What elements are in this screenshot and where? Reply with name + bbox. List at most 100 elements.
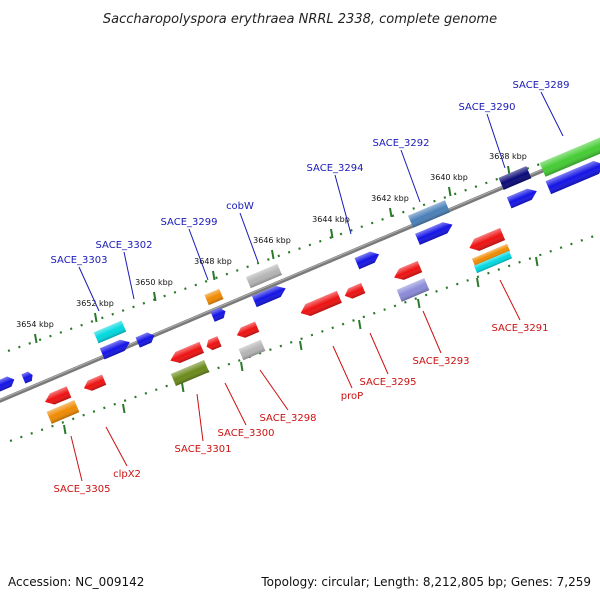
gene-feature[interactable] xyxy=(396,278,430,302)
label-leader-line xyxy=(422,310,442,354)
gene-feature[interactable] xyxy=(238,339,266,361)
upper-tick-mark xyxy=(330,228,334,239)
gene-feature[interactable] xyxy=(170,360,210,386)
map-title: Saccharopolyspora erythraea NRRL 2338, c… xyxy=(103,12,497,27)
gene-label: SACE_3298 xyxy=(260,413,317,424)
gene-feature[interactable] xyxy=(168,341,204,366)
gene-label: SACE_3290 xyxy=(459,102,516,113)
gene-feature[interactable] xyxy=(0,374,16,392)
label-leader-line xyxy=(105,426,128,467)
gene-feature[interactable] xyxy=(204,336,222,352)
upper-tick-mark xyxy=(448,186,452,197)
label-leader-line xyxy=(486,113,506,169)
label-leader-line xyxy=(196,393,204,442)
gene-feature[interactable] xyxy=(298,290,342,319)
lower-tick-mark xyxy=(240,361,244,372)
gene-label: SACE_3302 xyxy=(96,240,153,251)
gene-feature[interactable] xyxy=(471,243,511,267)
tick-label: 3644 kbp xyxy=(312,215,350,224)
gene-label: SACE_3293 xyxy=(413,356,470,367)
gene-label: proP xyxy=(341,391,363,402)
gene-label: clpX2 xyxy=(113,469,141,480)
gene-feature[interactable] xyxy=(21,370,34,384)
tick-label: 3650 kbp xyxy=(135,278,173,287)
gene-feature[interactable] xyxy=(506,186,539,209)
gene-label: SACE_3299 xyxy=(161,217,218,228)
gene-feature[interactable] xyxy=(210,306,227,322)
gene-label: SACE_3305 xyxy=(54,484,111,495)
gene-label: SACE_3301 xyxy=(175,444,232,455)
gene-feature[interactable] xyxy=(392,261,423,283)
tick-label: 3642 kbp xyxy=(371,194,409,203)
label-leader-line xyxy=(400,149,421,203)
tick-label: 3638 kbp xyxy=(489,152,527,161)
label-leader-line xyxy=(259,369,289,411)
label-leader-line xyxy=(78,266,100,312)
gene-label: cobW xyxy=(226,201,254,212)
tick-label: 3654 kbp xyxy=(16,320,54,329)
lower-tick-mark xyxy=(181,382,185,393)
gene-label: SACE_3292 xyxy=(373,138,430,149)
label-leader-line xyxy=(123,251,135,300)
gene-label: SACE_3295 xyxy=(360,377,417,388)
gene-feature[interactable] xyxy=(415,219,455,245)
gene-feature[interactable] xyxy=(354,249,382,270)
label-leader-line xyxy=(70,435,83,482)
upper-tick-mark xyxy=(34,333,38,344)
lower-tick-mark xyxy=(476,277,480,288)
lower-tick-mark xyxy=(63,424,67,435)
gene-feature[interactable] xyxy=(539,137,600,177)
lower-tick-mark xyxy=(535,256,539,267)
gene-feature[interactable] xyxy=(473,250,513,274)
gene-label: SACE_3303 xyxy=(51,255,108,266)
gene-feature[interactable] xyxy=(252,283,288,308)
gene-feature[interactable] xyxy=(99,337,132,360)
gene-feature[interactable] xyxy=(135,330,157,348)
gene-feature[interactable] xyxy=(93,320,127,344)
accession-text: Accession: NC_009142 xyxy=(8,575,144,589)
gene-label: SACE_3300 xyxy=(218,428,275,439)
label-leader-line xyxy=(369,332,389,375)
gene-feature[interactable] xyxy=(235,321,260,341)
upper-tick-mark xyxy=(153,291,157,302)
tick-label: 3646 kbp xyxy=(253,236,291,245)
tick-label: 3652 kbp xyxy=(76,299,114,308)
label-leader-lines xyxy=(70,91,564,482)
upper-tick-mark xyxy=(212,270,216,281)
label-leader-line xyxy=(499,279,521,321)
lower-tick-mark xyxy=(417,298,421,309)
gene-feature[interactable] xyxy=(204,288,224,306)
label-leader-line xyxy=(188,228,209,281)
topology-text: Topology: circular; Length: 8,212,805 bp… xyxy=(260,575,591,589)
gene-labels: SACE_3303 SACE_3302 SACE_3299 cobW SACE_3294… xyxy=(51,80,570,495)
lower-tick-mark xyxy=(358,319,362,330)
label-leader-line xyxy=(332,345,353,389)
gene-label: SACE_3291 xyxy=(492,323,549,334)
tick-marks: 3654 kbp 3652 kbp 3650 kbp 3648 kbp 3646 kbp… xyxy=(16,152,539,435)
gene-feature[interactable] xyxy=(82,374,107,394)
gene-feature[interactable] xyxy=(246,263,282,289)
lower-tick-mark xyxy=(299,340,303,351)
gene-feature[interactable] xyxy=(467,228,506,254)
gene-label: SACE_3289 xyxy=(513,80,570,91)
lower-tick-mark xyxy=(122,403,126,414)
gene-features xyxy=(0,137,600,424)
upper-tick-mark xyxy=(271,249,275,260)
label-leader-line xyxy=(334,174,352,235)
label-leader-line xyxy=(239,212,259,263)
gene-feature[interactable] xyxy=(498,166,532,190)
gene-label: SACE_3294 xyxy=(307,163,364,174)
gene-feature[interactable] xyxy=(343,283,366,301)
gene-feature[interactable] xyxy=(408,200,450,228)
upper-tick-mark xyxy=(94,312,98,323)
tick-label: 3648 kbp xyxy=(194,257,232,266)
tick-label: 3640 kbp xyxy=(430,173,468,182)
label-leader-line xyxy=(224,382,247,426)
gene-feature[interactable] xyxy=(545,158,600,195)
gene-feature[interactable] xyxy=(46,400,80,424)
gene-feature[interactable] xyxy=(43,386,72,407)
upper-tick-mark xyxy=(389,207,393,218)
label-leader-line xyxy=(540,91,564,137)
